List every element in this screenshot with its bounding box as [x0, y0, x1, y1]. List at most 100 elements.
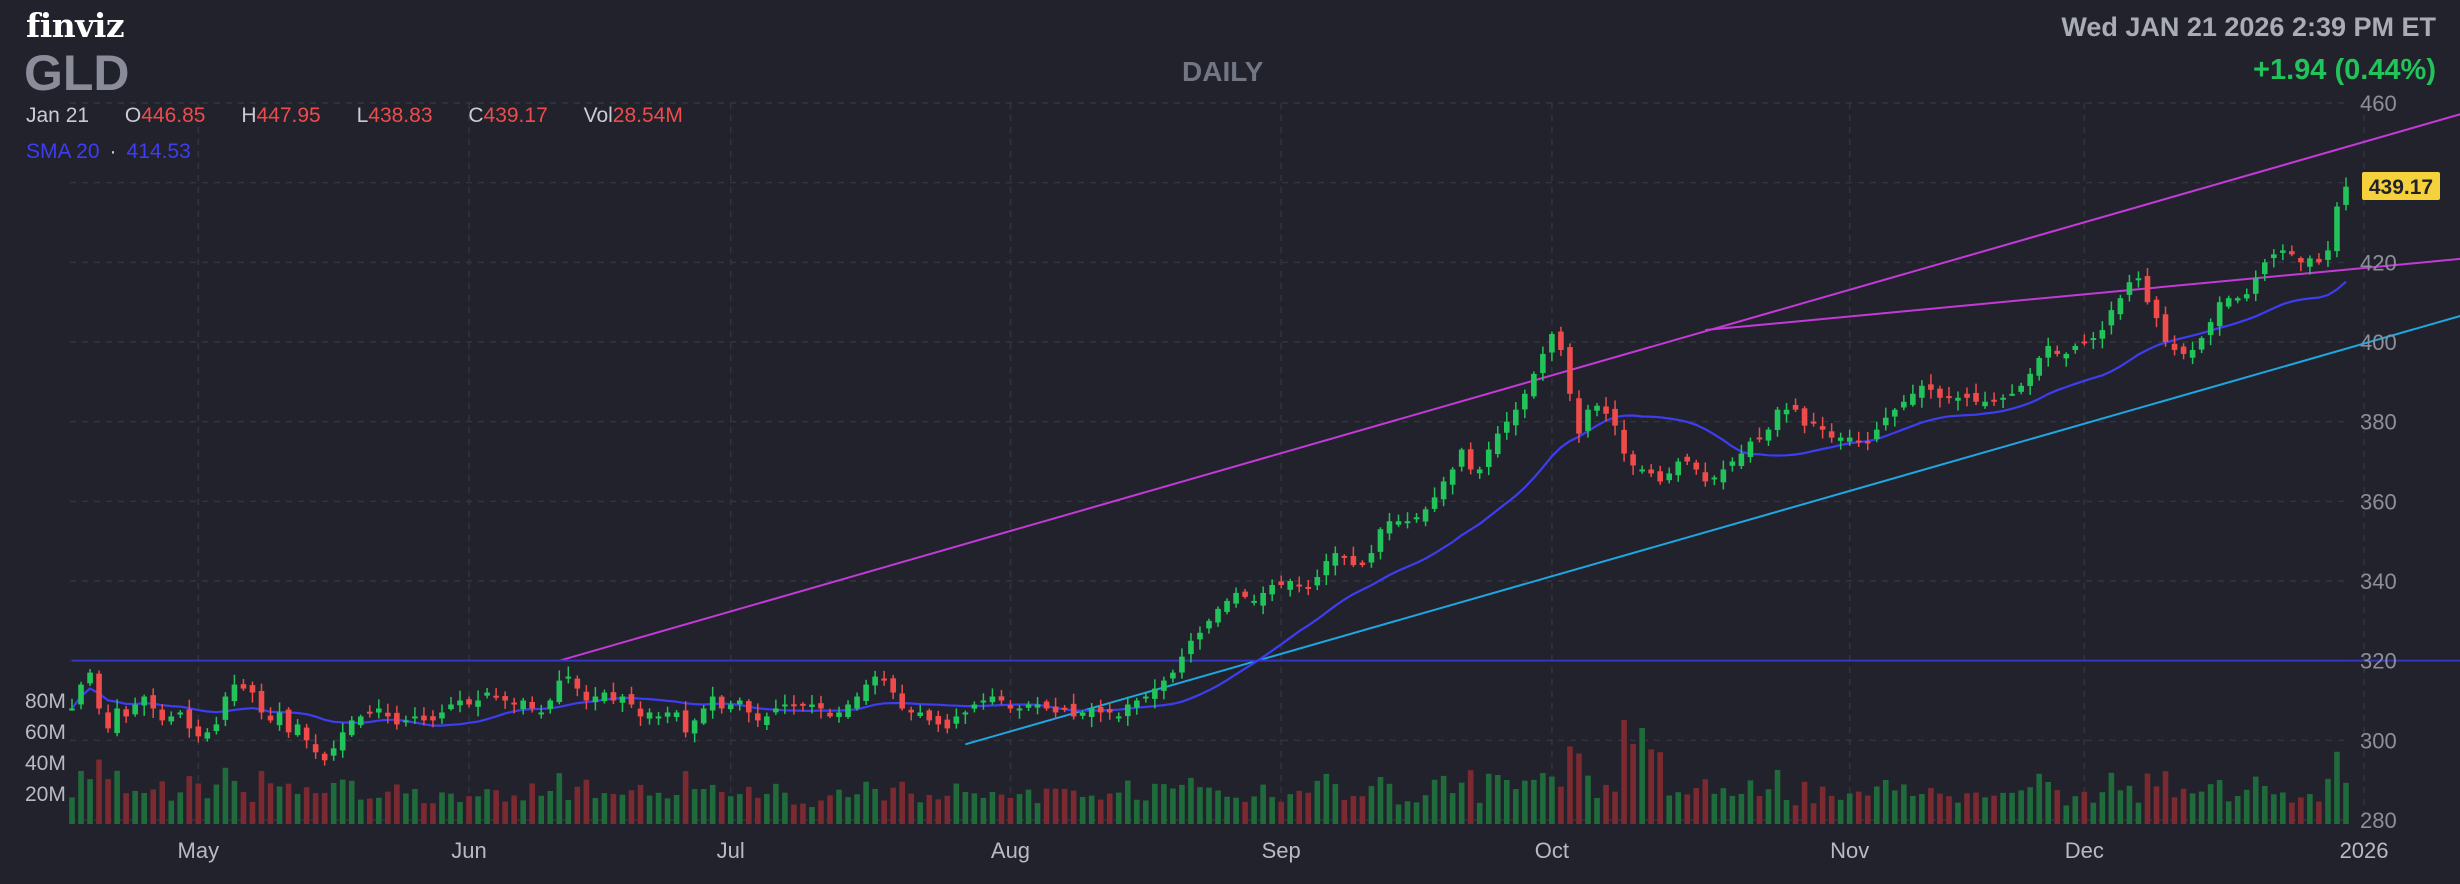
- volume-bar: [511, 795, 517, 824]
- candlesticks: [69, 177, 2349, 766]
- volume-bar: [691, 789, 698, 824]
- candle-body: [240, 684, 247, 689]
- candle-body: [890, 678, 896, 693]
- volume-bar: [1693, 788, 1700, 824]
- candle-body: [222, 696, 229, 720]
- candle-body: [177, 712, 184, 715]
- price-tick-label: 280: [2360, 808, 2397, 833]
- candle-body: [339, 732, 346, 751]
- finviz-logo[interactable]: finviz: [26, 6, 125, 45]
- volume-bar: [1260, 784, 1266, 824]
- sma-readout[interactable]: SMA 20 · 414.53: [26, 140, 191, 164]
- volume-bar: [475, 796, 481, 824]
- trendline-magenta: [1705, 257, 2460, 332]
- candle-body: [1711, 477, 1718, 480]
- volume-bar: [1828, 795, 1835, 824]
- ohlc-readout: Jan 21 O446.85 H447.95 L438.83 C439.17 V…: [26, 104, 713, 128]
- volume-bar: [502, 801, 508, 824]
- timeframe-label[interactable]: DAILY: [1182, 56, 1264, 87]
- candle-body: [863, 684, 869, 701]
- volume-bar: [1576, 753, 1582, 824]
- candle-body: [258, 690, 265, 713]
- volume-bar: [1088, 795, 1095, 824]
- candle-body: [2144, 276, 2151, 303]
- grid: [70, 102, 2365, 821]
- candle-body: [2126, 282, 2133, 295]
- volume-bar: [2117, 790, 2124, 824]
- volume-bar: [1910, 795, 1916, 824]
- axes: 280 300 320 340 360 380 400 420 460 May Jun Jul Aug S…: [25, 91, 2440, 863]
- price-tick-label: 360: [2360, 489, 2397, 514]
- volume-bar: [2343, 782, 2349, 824]
- candle-body: [971, 704, 978, 709]
- candle-body: [1260, 592, 1266, 606]
- candle-body: [655, 716, 662, 719]
- candle-body: [366, 711, 373, 714]
- candle-body: [2243, 294, 2250, 299]
- candle-body: [1287, 581, 1294, 590]
- volume-bar: [1458, 782, 1465, 824]
- candle-body: [276, 712, 283, 726]
- volume-bar: [1558, 786, 1564, 824]
- candle-body: [2325, 250, 2331, 260]
- volume-bar: [123, 793, 129, 824]
- volume-bar: [881, 800, 887, 824]
- candle-body: [1197, 632, 1203, 640]
- candle-body: [159, 709, 166, 721]
- candle-body: [1928, 384, 1934, 390]
- close-label: C: [468, 104, 484, 127]
- candle-body: [1368, 553, 1375, 563]
- candle-body: [150, 695, 157, 709]
- volume-bar: [466, 796, 472, 824]
- candle-body: [1846, 437, 1853, 442]
- candle-body: [1269, 584, 1275, 595]
- candle-body: [745, 701, 752, 713]
- volume-bar: [1043, 788, 1050, 824]
- x-tick-label: Aug: [991, 838, 1030, 863]
- candle-body: [2000, 397, 2006, 400]
- volume-bar: [2280, 792, 2286, 824]
- volume-bar: [1368, 786, 1375, 824]
- price-tick-label: 400: [2360, 330, 2397, 355]
- volume-bar: [1729, 795, 1736, 824]
- volume-bar: [168, 800, 175, 824]
- volume-bar: [303, 787, 310, 824]
- candle-body: [2234, 298, 2241, 301]
- candle-body: [1305, 586, 1312, 589]
- candle-body: [448, 704, 454, 710]
- volume-bar: [2234, 796, 2241, 824]
- volume-bar: [1395, 804, 1402, 824]
- volume-bar: [1115, 792, 1122, 824]
- volume-bar: [547, 790, 554, 824]
- candle-body: [592, 696, 599, 703]
- candle-body: [96, 673, 102, 709]
- volume-bar: [1440, 775, 1447, 824]
- high-label: H: [241, 104, 257, 127]
- candle-body: [529, 701, 536, 709]
- volume-bar: [1224, 796, 1230, 824]
- volume-bar: [2162, 771, 2169, 824]
- datetime-label: Wed JAN 21 2026 2:39 PM ET: [2061, 12, 2436, 42]
- volume-bar: [484, 789, 490, 824]
- volume-bar: [1810, 803, 1817, 824]
- volume-bar: [1134, 799, 1140, 824]
- volume-bar: [394, 784, 400, 824]
- volume-bar: [1467, 770, 1474, 824]
- candle-body: [69, 708, 75, 711]
- candle-body: [1449, 469, 1456, 485]
- candle-body: [1594, 405, 1600, 411]
- volume-bar: [1070, 790, 1077, 824]
- candle-body: [1007, 705, 1014, 709]
- volume-bar: [1513, 789, 1519, 824]
- candle-body: [1161, 680, 1167, 691]
- volume-bar: [1901, 784, 1907, 824]
- volume-bar: [2153, 786, 2160, 824]
- candle-body: [376, 708, 382, 713]
- candle-body: [1431, 497, 1438, 509]
- volume-bar: [1621, 719, 1627, 824]
- volume-bar: [1350, 796, 1357, 824]
- candle-body: [1079, 712, 1086, 716]
- volume-bar: [141, 792, 147, 824]
- candle-body: [2036, 357, 2042, 376]
